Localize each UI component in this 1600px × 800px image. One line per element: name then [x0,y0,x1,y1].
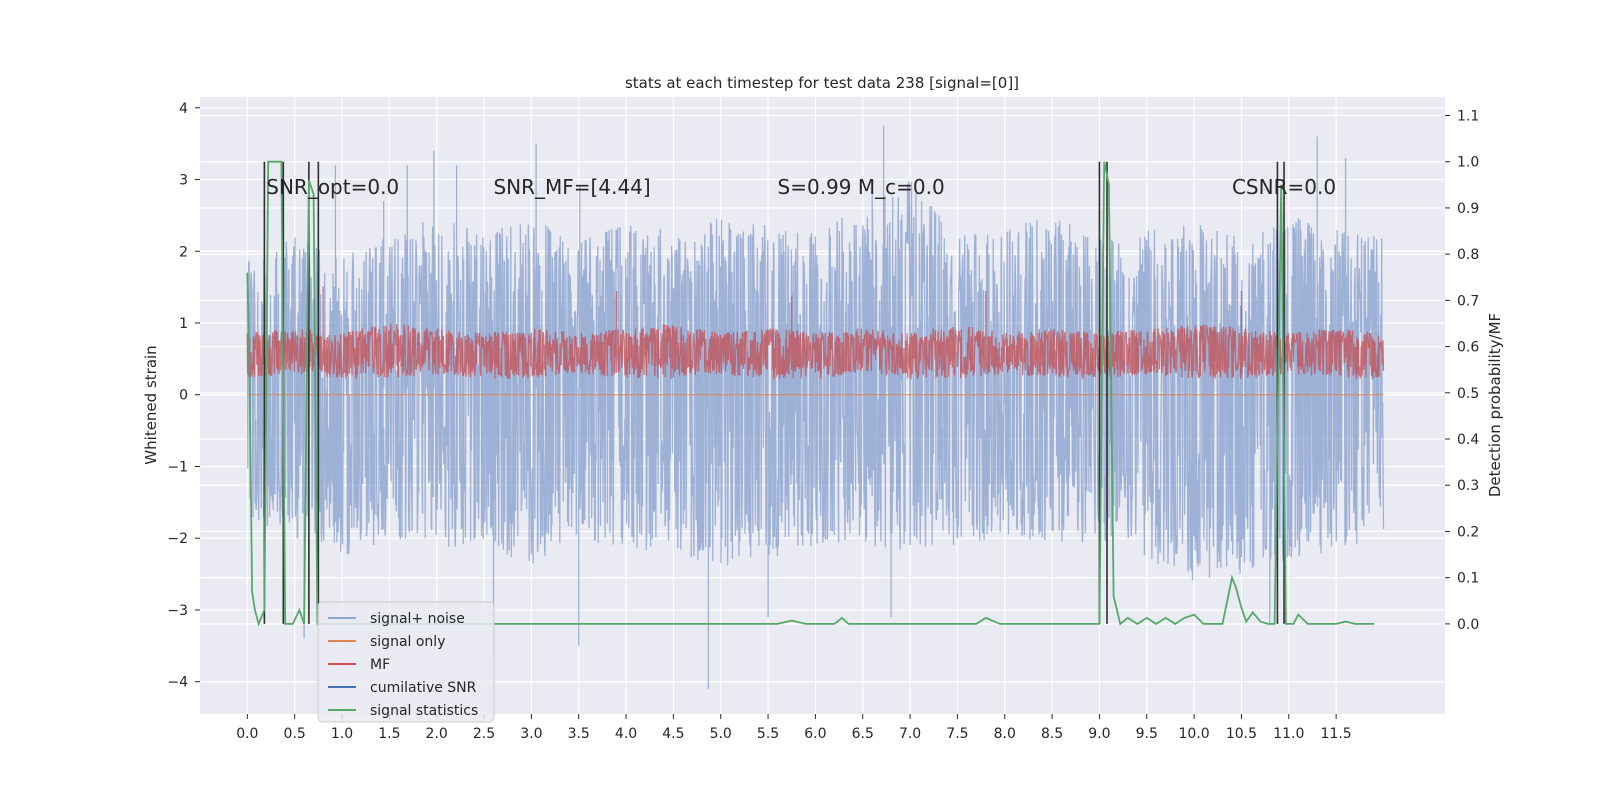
y-tick-label-left: 3 [179,173,188,189]
y-axis-label-left: Whitened strain [142,345,160,464]
legend-label: MF [370,657,390,673]
x-tick-label: 4.0 [615,726,637,742]
annotations: SNR_opt=0.0 SNR_MF=[4.44] S=0.99 M_c=0.0 CS… [266,175,1336,199]
x-tick-label: 10.0 [1179,726,1210,742]
y-tick-label-right: 0.4 [1457,432,1479,448]
y-tick-label-right: 0.0 [1457,617,1479,633]
legend-label: signal+ noise [370,611,465,627]
y-tick-label-left: 1 [179,316,188,332]
legend-label: signal only [370,634,445,650]
legend: signal+ noise signal only MF cumilative SNR… [317,601,495,723]
x-tick-label: 8.5 [1041,726,1063,742]
y-tick-label-right: 1.0 [1457,155,1479,171]
x-tick-label: 5.5 [757,726,779,742]
y-tick-label-left: −4 [167,675,188,691]
x-tick-label: 6.0 [804,726,826,742]
axes-layer: 0.0 0.5 1.0 1.5 2.0 2.5 3.0 3.5 4.0 4.5 5.0 5.5 6.0 6… [167,101,1479,742]
legend-label: cumilative SNR [370,680,477,696]
x-tick-label: 3.5 [568,726,590,742]
annotation-text: SNR_opt=0.0 [266,175,399,199]
series-signal-statistics [246,160,1374,627]
x-tick-label: 0.0 [236,726,258,742]
series-mf [246,286,1385,381]
chart-title: stats at each timestep for test data 238… [625,74,1019,92]
y-tick-label-left: 2 [179,244,188,260]
x-tick-label: 5.0 [710,726,732,742]
y-tick-label-right: 0.3 [1457,478,1479,494]
y-tick-label-right: 1.1 [1457,108,1479,124]
y-tick-label-right: 0.9 [1457,201,1479,217]
x-tick-label: 2.5 [473,726,495,742]
legend-label: signal statistics [370,703,478,719]
x-tick-label: 3.0 [520,726,542,742]
x-tick-label: 11.5 [1321,726,1352,742]
y-tick-label-right: 0.6 [1457,340,1479,356]
x-tick-label: 8.0 [994,726,1016,742]
y-tick-label-left: −2 [167,531,188,547]
y-tick-label-right: 0.1 [1457,571,1479,587]
annotation-text: SNR_MF=[4.44] [493,175,650,199]
x-tick-label: 6.5 [852,726,874,742]
y-tick-label-right: 0.5 [1457,386,1479,402]
x-tick-label: 9.0 [1088,726,1110,742]
y-tick-label-right: 0.2 [1457,524,1479,540]
y-tick-label-left: 0 [179,388,188,404]
x-tick-label: 9.5 [1136,726,1158,742]
y-tick-label-right: 0.7 [1457,293,1479,309]
series-signal-noise [246,125,1385,689]
x-tick-label: 7.5 [946,726,968,742]
annotation-text: CSNR=0.0 [1232,175,1336,199]
y-axis-label-right: Detection probability/MF [1486,313,1504,497]
y-tick-label-left: −1 [167,459,188,475]
x-tick-label: 0.5 [284,726,306,742]
x-tick-label: 10.5 [1226,726,1257,742]
x-tick-label: 2.0 [426,726,448,742]
x-tick-label: 4.5 [662,726,684,742]
x-tick-label: 1.0 [331,726,353,742]
x-tick-label: 7.0 [899,726,921,742]
y-tick-label-left: −3 [167,603,188,619]
legend-box [317,601,495,723]
y-tick-label-right: 0.8 [1457,247,1479,263]
x-tick-label: 1.5 [378,726,400,742]
series-layer [246,125,1385,689]
x-tick-label: 11.0 [1273,726,1304,742]
annotation-text: S=0.99 M_c=0.0 [778,175,945,199]
y-tick-label-left: 4 [179,101,188,117]
